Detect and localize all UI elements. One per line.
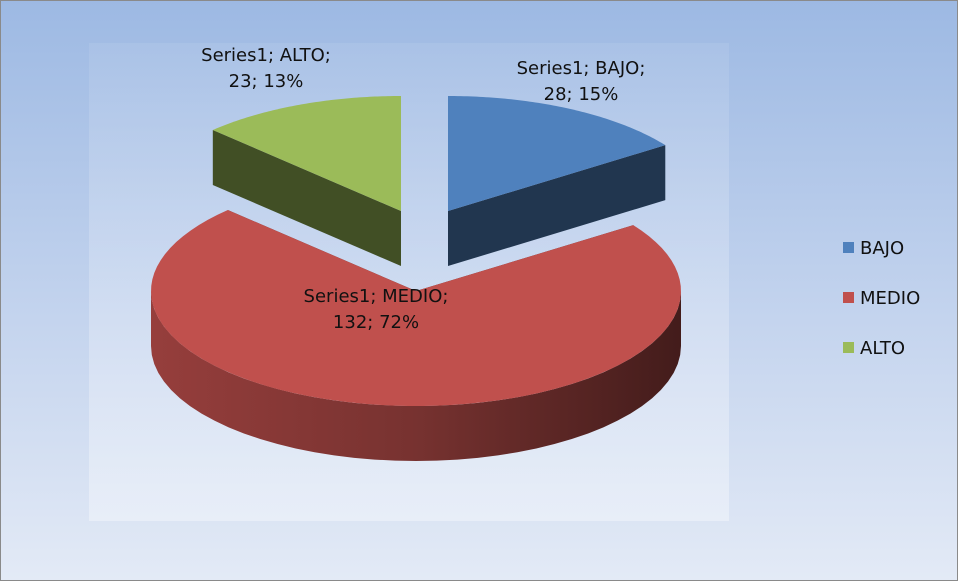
data-label: Series1; MEDIO; 132; 72% [303,286,449,333]
legend-entry: BAJO [843,237,904,261]
legend-label: MEDIO [860,288,921,309]
legend-swatch [843,242,854,253]
legend-swatch [843,342,854,353]
slice-wall [448,145,666,266]
slice-wall [212,130,401,266]
legend-entry: MEDIO [843,287,920,311]
slice [151,210,681,406]
slice [212,96,401,211]
legend-entry: ALTO [843,337,905,361]
legend-label: ALTO [860,338,906,359]
slice-side [151,291,681,461]
legend-swatch [843,292,854,303]
data-label: Series1; BAJO; 28; 15% [516,58,646,105]
legend-label: BAJO [860,238,905,259]
data-label: Series1; ALTO; 23; 13% [201,45,331,92]
slice [448,96,666,211]
